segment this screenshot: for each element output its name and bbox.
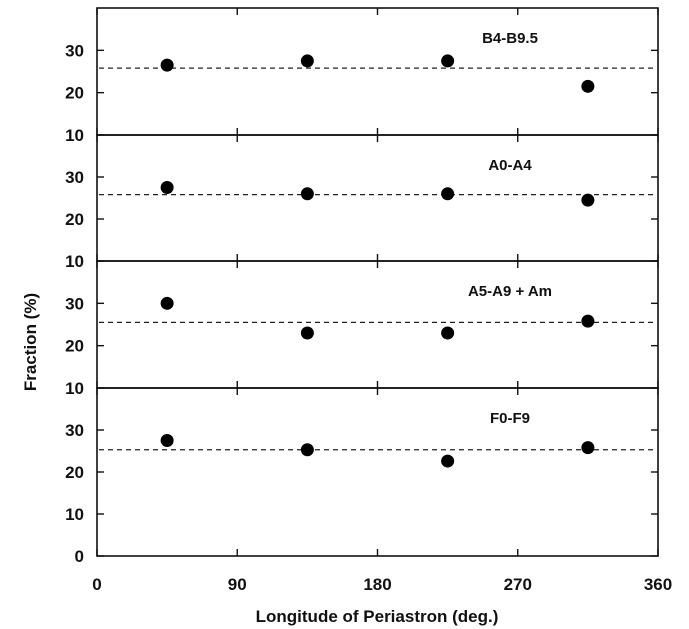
panel-2: 10 20 30 A0-A4 (65, 134, 659, 271)
panel-label: A5-A9 + Am (468, 283, 552, 300)
data-point (441, 187, 455, 201)
y-tick-label: 10 (65, 379, 84, 398)
panel-frame (96, 7, 659, 136)
data-point (441, 54, 455, 68)
panel-4: 0 10 20 30 F0-F9 (65, 387, 659, 566)
data-point (160, 181, 174, 194)
data-point (300, 187, 314, 201)
data-point (441, 454, 455, 468)
y-tick-label: 10 (65, 252, 84, 271)
data-point (160, 296, 174, 310)
y-tick-label: 20 (65, 463, 84, 482)
y-tick-label: 30 (65, 41, 84, 60)
panel-label: F0-F9 (490, 410, 530, 427)
panel-frame (96, 134, 659, 262)
y-axis-title: Fraction (%) (21, 293, 40, 391)
x-axis: 0 90 180 270 360 (92, 575, 672, 594)
x-tick-label: 270 (504, 575, 532, 594)
x-tick-label: 0 (92, 575, 101, 594)
panel-frame (96, 387, 659, 557)
data-point (300, 326, 314, 340)
x-tick-label: 360 (644, 575, 672, 594)
panel-frame (96, 260, 659, 389)
data-point (300, 54, 314, 68)
y-tick-label: 20 (65, 210, 84, 229)
data-point (581, 79, 595, 93)
data-point (581, 441, 595, 455)
y-tick-label: 0 (75, 547, 84, 566)
y-tick-label: 30 (65, 168, 84, 187)
data-point (581, 193, 595, 207)
panel-3: 10 20 30 A5-A9 + Am (65, 260, 659, 398)
y-tick-label: 30 (65, 421, 84, 440)
x-tick-label: 90 (228, 575, 247, 594)
panels: 10 20 30 B4-B9.5 10 20 30 A0-A4 10 20 30 A5-A9 + Am… (65, 7, 659, 566)
panel-1: 10 20 30 B4-B9.5 (65, 7, 659, 145)
panel-label: B4-B9.5 (482, 30, 538, 47)
data-point (160, 58, 174, 72)
panel-label: A0-A4 (488, 157, 532, 174)
data-point (300, 443, 314, 457)
y-tick-label: 20 (65, 337, 84, 356)
x-tick-label: 180 (363, 575, 391, 594)
data-point (160, 434, 174, 447)
y-tick-label: 30 (65, 294, 84, 313)
y-tick-label: 10 (65, 505, 84, 524)
x-axis-title: Longitude of Periastron (deg.) (256, 607, 499, 626)
data-point (581, 314, 595, 328)
y-tick-label: 20 (65, 84, 84, 103)
data-point (441, 326, 455, 340)
y-tick-label: 10 (65, 126, 84, 145)
